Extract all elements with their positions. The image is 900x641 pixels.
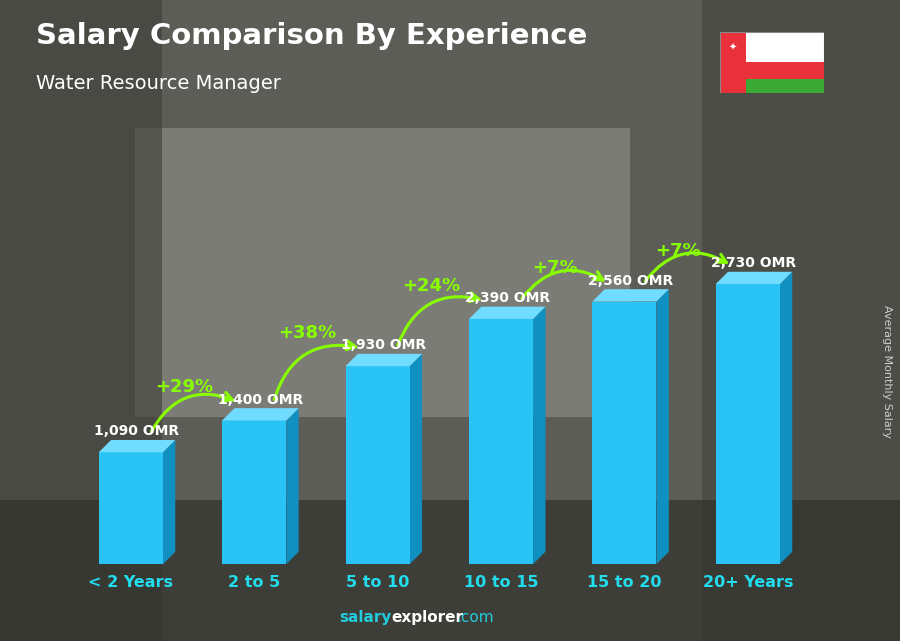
Polygon shape xyxy=(780,272,792,564)
Bar xyxy=(746,32,824,63)
Text: 2,390 OMR: 2,390 OMR xyxy=(464,291,550,305)
Bar xyxy=(720,32,746,93)
Polygon shape xyxy=(656,289,669,564)
Bar xyxy=(99,453,163,564)
Text: +38%: +38% xyxy=(279,324,337,342)
Bar xyxy=(135,128,630,417)
Text: ✦: ✦ xyxy=(729,42,737,53)
Polygon shape xyxy=(222,408,299,420)
Text: .com: .com xyxy=(456,610,494,625)
Bar xyxy=(0,0,162,641)
Text: +7%: +7% xyxy=(532,259,577,277)
Polygon shape xyxy=(592,289,669,301)
Bar xyxy=(346,366,410,564)
Bar xyxy=(592,301,656,564)
Text: +7%: +7% xyxy=(655,242,701,260)
Polygon shape xyxy=(99,440,176,453)
Text: +24%: +24% xyxy=(402,277,460,295)
Text: 2,560 OMR: 2,560 OMR xyxy=(588,274,673,288)
Polygon shape xyxy=(346,354,422,366)
Text: 1,400 OMR: 1,400 OMR xyxy=(218,393,303,406)
Bar xyxy=(0,500,900,641)
Bar xyxy=(746,79,824,93)
Text: Water Resource Manager: Water Resource Manager xyxy=(36,74,281,93)
Bar xyxy=(746,63,824,93)
Text: Average Monthly Salary: Average Monthly Salary xyxy=(881,305,892,438)
Text: 1,930 OMR: 1,930 OMR xyxy=(341,338,427,353)
Bar xyxy=(716,284,780,564)
Bar xyxy=(469,319,533,564)
Polygon shape xyxy=(716,272,792,284)
Text: explorer: explorer xyxy=(392,610,464,625)
Text: Salary Comparison By Experience: Salary Comparison By Experience xyxy=(36,22,587,51)
Bar xyxy=(702,0,900,641)
Text: 2,730 OMR: 2,730 OMR xyxy=(711,256,796,271)
Bar xyxy=(222,420,286,564)
Polygon shape xyxy=(286,408,299,564)
Polygon shape xyxy=(410,354,422,564)
Text: salary: salary xyxy=(339,610,392,625)
Polygon shape xyxy=(533,306,545,564)
Polygon shape xyxy=(163,440,176,564)
Polygon shape xyxy=(469,306,545,319)
Text: +29%: +29% xyxy=(155,378,213,396)
Text: 1,090 OMR: 1,090 OMR xyxy=(94,424,180,438)
